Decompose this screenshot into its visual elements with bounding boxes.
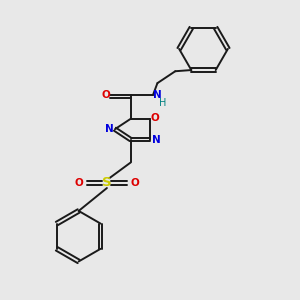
Text: O: O — [130, 178, 139, 188]
Text: S: S — [102, 176, 112, 189]
Text: O: O — [151, 113, 160, 123]
Text: N: N — [105, 124, 113, 134]
Text: N: N — [153, 90, 162, 100]
Text: H: H — [159, 98, 166, 108]
Text: O: O — [75, 178, 83, 188]
Text: N: N — [152, 135, 160, 145]
Text: O: O — [101, 90, 110, 100]
